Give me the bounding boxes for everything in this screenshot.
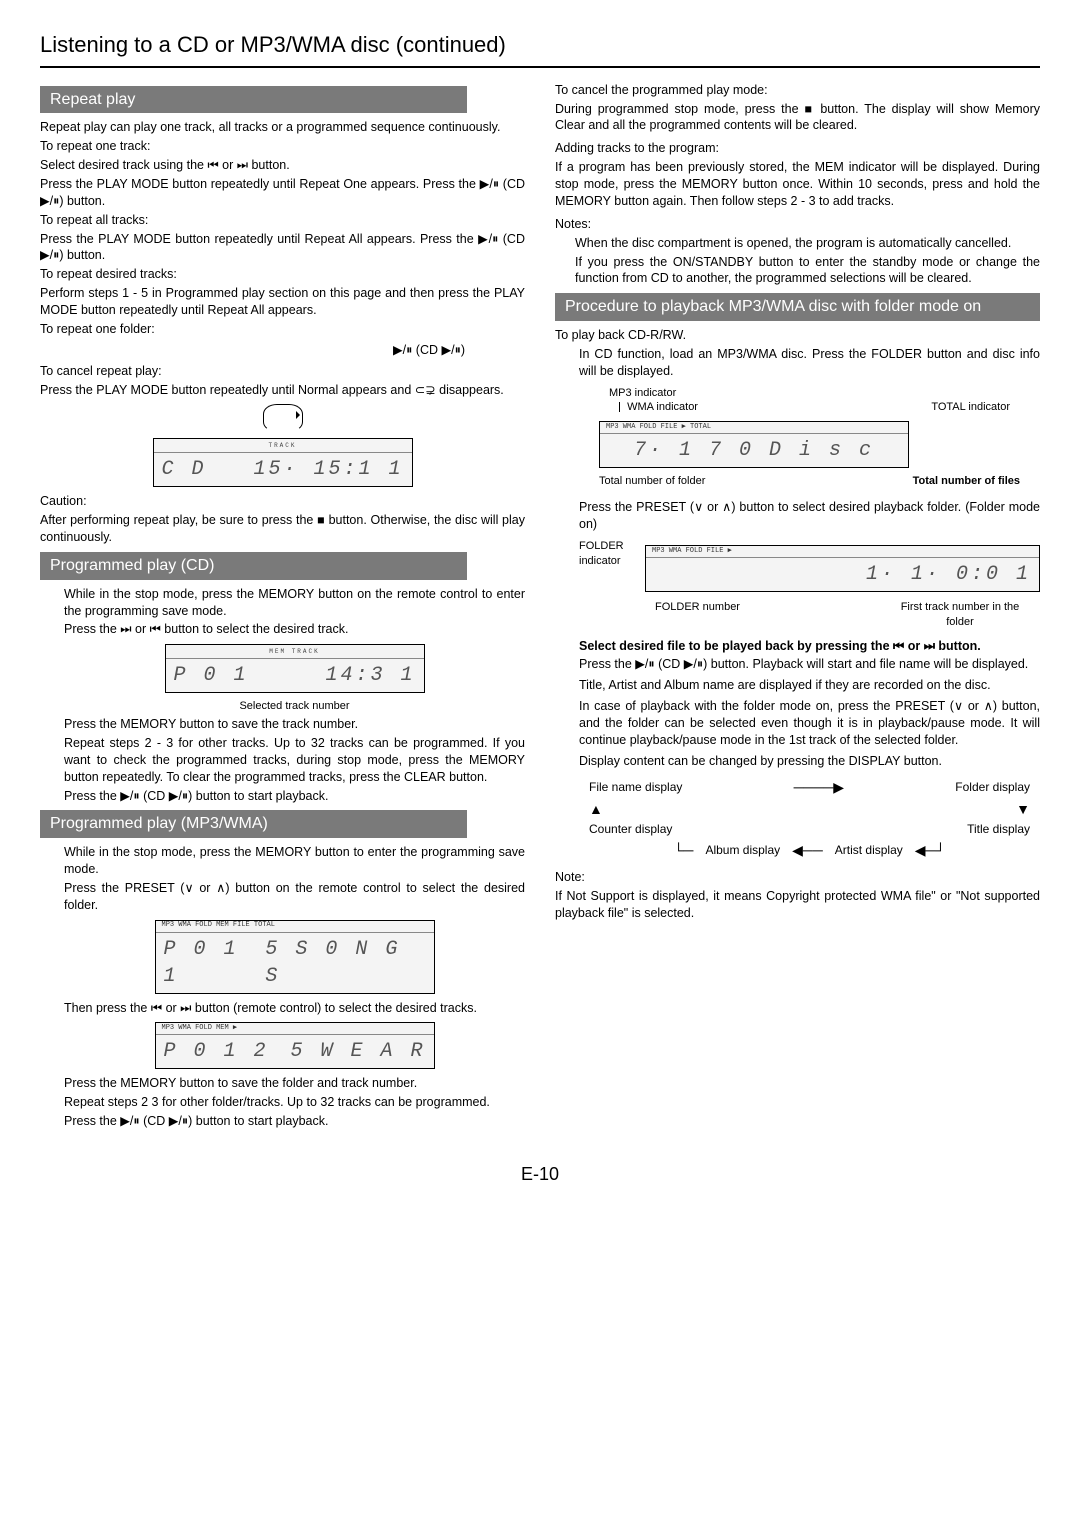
procedure-header: Procedure to playback MP3/WMA disc with … (555, 293, 1040, 321)
text: Press the ▶/⏸ (CD ▶/⏸) button. Playback … (579, 656, 1040, 673)
label-total-files: Total number of files (913, 474, 1020, 489)
lcd-display-folder: MP3 WMA FOLD FILE ▶ 1· 1· 0:0 1 (645, 545, 1040, 592)
text: To play back CD-R/RW. (555, 327, 1040, 344)
text: If Not Support is displayed, it means Co… (555, 888, 1040, 922)
text: Press the MEMORY button to save the trac… (64, 716, 525, 733)
text: Press the PLAY MODE button repeatedly un… (40, 176, 525, 210)
text: In CD function, load an MP3/WMA disc. Pr… (579, 346, 1040, 380)
lcd-left: P 0 1 (174, 662, 249, 689)
cycle-file: File name display (589, 779, 682, 795)
arrow-down-icon: ▼ (1016, 800, 1030, 819)
lcd-top-labels: MP3 WMA FOLD FILE ▶ (646, 546, 1039, 558)
text: If you press the ON/STANDBY button to en… (575, 254, 1040, 288)
label-wma-indicator: WMA indicator (627, 401, 698, 413)
text: To repeat one folder: (40, 321, 525, 338)
label-first-track: First track number in the folder (890, 600, 1030, 630)
lcd-display-prog-cd: MEM TRACK P 0 1 14:3 1 (165, 644, 425, 693)
text: If a program has been previously stored,… (555, 159, 1040, 210)
label-folder-indicator: FOLDER indicator (579, 539, 639, 632)
label-mp3-indicator: MP3 indicator (609, 387, 676, 399)
text: Press the PLAY MODE button repeatedly un… (40, 382, 525, 399)
lcd-right: 14:3 1 (325, 662, 415, 689)
arrow-return-icon: ◀─┘ (915, 841, 946, 860)
text: Press the PLAY MODE button repeatedly un… (40, 231, 525, 265)
cycle-album: Album display (705, 842, 780, 858)
cycle-title: Title display (967, 821, 1030, 837)
lcd-display-disc-info: MP3 WMA FOLD FILE ▶ TOTAL 7· 1 7 0 D i s… (599, 421, 909, 468)
arrow-up-icon: ▲ (589, 800, 603, 819)
cycle-counter: Counter display (589, 821, 672, 837)
notes-heading: Notes: (555, 216, 1040, 233)
text: Title, Artist and Album name are display… (579, 677, 1040, 694)
text: Repeat play can play one track, all trac… (40, 119, 525, 136)
lcd-display-prog-mp3-a: MP3 WMA FOLD MEM FILE TOTAL P 0 1 1 5 S … (155, 920, 435, 994)
repeat-play-header: Repeat play (40, 86, 467, 114)
left-column: Repeat play Repeat play can play one tra… (40, 80, 525, 1132)
lcd-left: P 0 1 1 (164, 936, 266, 990)
lcd-caption: Selected track number (64, 699, 525, 714)
lcd-top-labels: TRACK (154, 439, 412, 453)
text: After performing repeat play, be sure to… (40, 512, 525, 546)
arrow-left-icon: ◀── (792, 841, 823, 860)
content-columns: Repeat play Repeat play can play one tra… (40, 80, 1040, 1132)
lcd-top-labels: MP3 WMA FOLD MEM ▶ (156, 1023, 434, 1035)
right-column: To cancel the programmed play mode: Duri… (555, 80, 1040, 1132)
text: Select desired file to be played back by… (579, 638, 1040, 655)
lcd-main-text: 1· 1· 0:0 1 (866, 561, 1031, 588)
text: Perform steps 1 - 5 in Programmed play s… (40, 285, 525, 319)
lcd-left: P 0 1 2 (164, 1038, 269, 1065)
text: Display content can be changed by pressi… (579, 753, 1040, 770)
text: Repeat steps 2 - 3 for other tracks. Up … (64, 735, 525, 786)
text: During programmed stop mode, press the ■… (555, 101, 1040, 135)
arrow-right-icon: ────▶ (794, 778, 844, 797)
lcd-display-repeat: TRACK C D 15· 15:1 1 (153, 438, 413, 487)
cycle-artist: Artist display (835, 842, 903, 858)
text: Press the PRESET (∨ or ∧) button on the … (64, 880, 525, 914)
display-cycle-diagram: File name display ────▶ Folder display ▲… (579, 778, 1040, 860)
text: When the disc compartment is opened, the… (575, 235, 1040, 252)
text: To repeat desired tracks: (40, 266, 525, 283)
text: Repeat steps 2 3 for other folder/tracks… (64, 1094, 525, 1111)
lcd-right: 5 W E A R (290, 1038, 425, 1065)
note-heading: Note: (555, 869, 1040, 886)
arrow-corner-icon: └─ (674, 841, 694, 860)
page-title: Listening to a CD or MP3/WMA disc (conti… (40, 30, 1040, 68)
text: Press the ⏭ or ⏮ button to select the de… (64, 621, 525, 638)
text: While in the stop mode, press the MEMORY… (64, 844, 525, 878)
lcd-top-labels: MP3 WMA FOLD FILE ▶ TOTAL (600, 422, 908, 434)
lcd-top-labels: MEM TRACK (166, 645, 424, 659)
lcd-display-prog-mp3-b: MP3 WMA FOLD MEM ▶ P 0 1 2 5 W E A R (155, 1022, 435, 1069)
text: To cancel repeat play: (40, 363, 525, 380)
text: Select desired track using the ⏮ or ⏭ bu… (40, 157, 525, 174)
prog-mp3-header: Programmed play (MP3/WMA) (40, 810, 467, 838)
repeat-icon (263, 404, 303, 432)
text: To repeat all tracks: (40, 212, 525, 229)
label-total-indicator: TOTAL indicator (931, 400, 1010, 415)
text: While in the stop mode, press the MEMORY… (64, 586, 525, 620)
lcd-left: C D (162, 456, 207, 483)
text: Adding tracks to the program: (555, 140, 1040, 157)
lcd-right: 15· 15:1 1 (253, 456, 403, 483)
text: To cancel the programmed play mode: (555, 82, 1040, 99)
prog-cd-header: Programmed play (CD) (40, 552, 467, 580)
text: Press the ▶/⏸ (CD ▶/⏸) button to start p… (64, 1113, 525, 1130)
text: Then press the ⏮ or ⏭ button (remote con… (64, 1000, 525, 1017)
lcd-right: 5 S 0 N G S (265, 936, 425, 990)
label-total-folders: Total number of folder (599, 474, 705, 489)
text: Press the PRESET (∨ or ∧) button to sele… (579, 499, 1040, 533)
lcd-main-text: 7· 1 7 0 D i s c (634, 437, 874, 464)
text: In case of playback with the folder mode… (579, 698, 1040, 749)
caution-heading: Caution: (40, 493, 525, 510)
text: To repeat one track: (40, 138, 525, 155)
cycle-folder: Folder display (955, 779, 1030, 795)
text: Press the MEMORY button to save the fold… (64, 1075, 525, 1092)
label-folder-number: FOLDER number (655, 600, 740, 630)
lcd-top-labels: MP3 WMA FOLD MEM FILE TOTAL (156, 921, 434, 933)
page-number: E-10 (40, 1162, 1040, 1186)
play-pause-icon: ▶/⏸ (CD ▶/⏸) (40, 342, 525, 359)
text: Press the ▶/⏸ (CD ▶/⏸) button to start p… (64, 788, 525, 805)
